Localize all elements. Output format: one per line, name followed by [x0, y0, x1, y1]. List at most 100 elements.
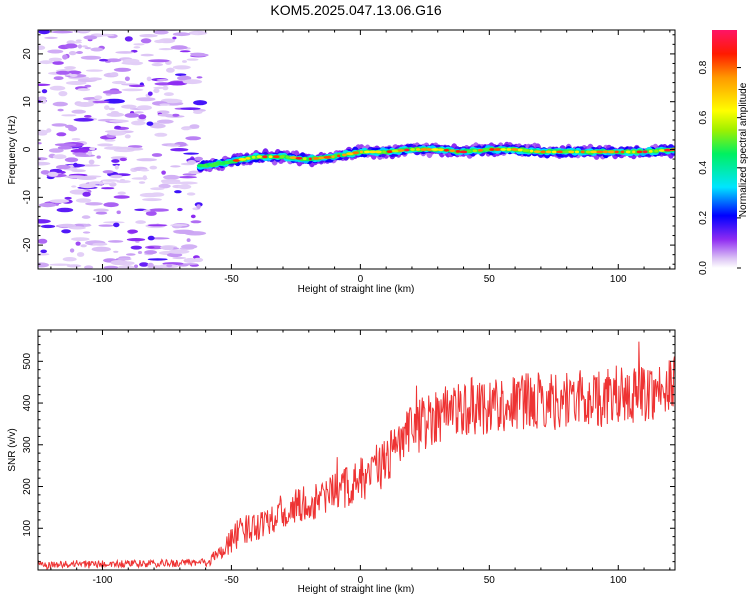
ridge-peak — [632, 150, 636, 154]
noise-blob — [104, 105, 110, 110]
noise-blob — [193, 110, 203, 114]
noise-blob — [57, 108, 64, 112]
noise-blob — [129, 61, 143, 66]
ridge-peak — [337, 154, 341, 158]
ridge-peak — [410, 148, 415, 151]
noise-blob — [68, 126, 78, 132]
noise-blob — [167, 144, 181, 147]
noise-blob — [193, 31, 199, 36]
snr-series-line — [38, 341, 675, 570]
noise-blob — [95, 211, 108, 215]
noise-blob — [105, 93, 112, 96]
noise-blob — [136, 158, 157, 162]
ridge-peak — [620, 150, 625, 154]
noise-blob — [101, 187, 115, 190]
noise-blob — [80, 244, 87, 248]
noise-blob — [77, 88, 91, 92]
noise-blob — [102, 170, 114, 174]
noise-blob — [121, 88, 144, 92]
noise-blob — [196, 76, 203, 79]
noise-blob — [147, 262, 154, 268]
noise-blob — [113, 195, 130, 199]
ridge-peak — [323, 155, 332, 159]
noise-blob — [126, 253, 136, 256]
noise-blob — [142, 175, 147, 181]
noise-blob — [113, 250, 119, 253]
noise-blob — [38, 129, 49, 135]
noise-blob — [68, 51, 77, 56]
ridge-peak — [391, 149, 400, 153]
noise-blob — [38, 142, 42, 145]
noise-blob — [190, 214, 196, 219]
noise-blob — [193, 100, 208, 106]
noise-blob — [163, 92, 174, 96]
ridge-peak — [397, 149, 405, 152]
noise-blob — [87, 77, 103, 81]
noise-blob — [51, 30, 74, 34]
noise-blob — [38, 262, 49, 268]
y-tick-label: -10 — [22, 190, 33, 205]
noise-blob — [98, 224, 114, 227]
ridge-peak — [540, 150, 546, 154]
ridge-peak — [295, 156, 303, 160]
ridge-peak — [386, 150, 393, 154]
noise-blob — [115, 51, 134, 54]
noise-blob — [181, 244, 198, 249]
noise-blob — [102, 90, 122, 95]
noise-blob — [48, 57, 63, 62]
spectrogram-xlabel: Height of straight line (km) — [298, 284, 415, 295]
noise-blob — [134, 264, 138, 269]
ridge-peak — [568, 150, 575, 154]
noise-blob — [109, 174, 123, 179]
noise-blob — [147, 235, 155, 241]
noise-blob — [153, 86, 166, 89]
noise-blob — [189, 124, 200, 129]
noise-blob — [196, 204, 201, 210]
noise-blob — [100, 182, 115, 185]
noise-blob — [177, 75, 192, 81]
noise-blob — [172, 32, 191, 37]
noise-blob — [133, 46, 141, 49]
noise-blob — [128, 84, 145, 88]
noise-blob — [139, 169, 150, 172]
ridge-peak — [331, 155, 335, 159]
noise-blob — [146, 76, 152, 82]
noise-blob — [111, 159, 120, 163]
ridge-peak — [466, 150, 472, 153]
colorbar-tick-label: 0.6 — [698, 110, 709, 124]
noise-blob — [88, 181, 104, 185]
noise-blob — [174, 190, 182, 194]
ridge-peak — [580, 150, 585, 154]
noise-blob — [69, 248, 75, 253]
noise-blob — [186, 192, 196, 196]
noise-blob — [53, 76, 64, 80]
y-tick-label: 400 — [22, 394, 33, 411]
ridge-peak — [302, 157, 307, 161]
noise-blob — [124, 113, 140, 118]
noise-blob — [89, 147, 96, 151]
spectrogram-ylabel: Frequency (Hz) — [7, 116, 18, 185]
ridge-peak — [352, 151, 360, 155]
ridge-peak — [313, 157, 319, 160]
noise-blob — [179, 50, 191, 53]
noise-blob — [49, 263, 71, 266]
ridge-peak — [636, 150, 643, 154]
noise-blob — [172, 36, 177, 40]
x-tick-label: 0 — [358, 274, 364, 285]
noise-blob — [180, 107, 201, 110]
colorbar-label: Normalized spectral amplitude — [738, 82, 749, 217]
spectrogram-heatmap — [38, 30, 675, 269]
noise-blob — [153, 30, 169, 35]
noise-blob — [39, 202, 57, 208]
noise-blob — [38, 83, 51, 86]
noise-blob — [84, 47, 92, 50]
ridge-peak — [614, 150, 619, 154]
noise-blob — [52, 101, 68, 107]
noise-blob — [134, 111, 144, 114]
noise-blob — [170, 165, 181, 168]
noise-blob — [66, 264, 82, 268]
noise-blob — [161, 170, 166, 175]
noise-blob — [154, 39, 165, 44]
noise-blob — [40, 99, 47, 104]
noise-blob — [107, 130, 126, 136]
